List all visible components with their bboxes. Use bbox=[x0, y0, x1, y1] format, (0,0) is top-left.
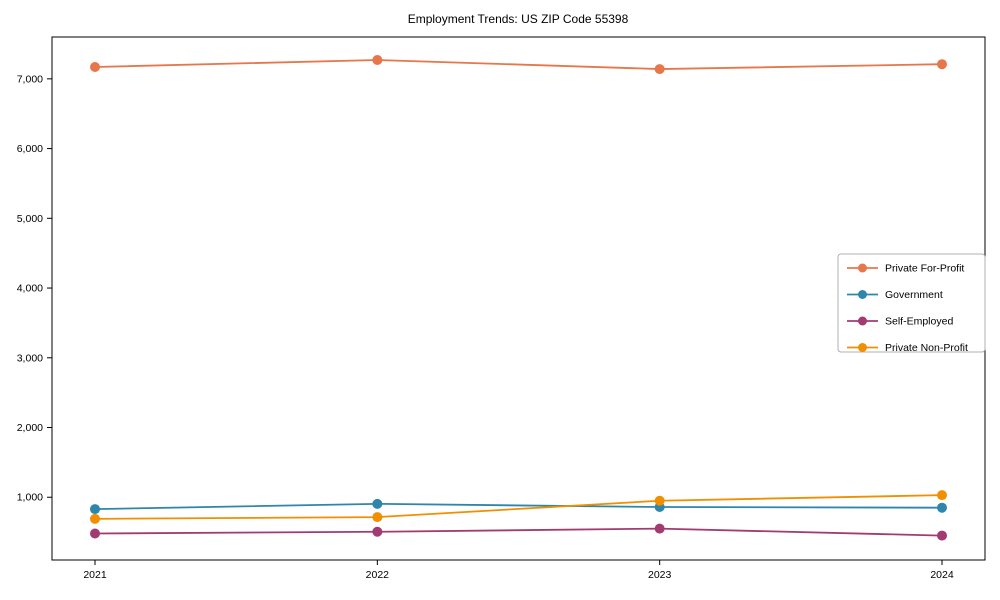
y-axis-tick-label: 4,000 bbox=[17, 283, 43, 295]
data-point-private-non-profit bbox=[372, 512, 383, 523]
y-axis-tick-label: 3,000 bbox=[17, 352, 43, 364]
legend-label-self-employed: Self-Employed bbox=[885, 316, 953, 328]
legend-marker-private-for-profit bbox=[858, 263, 867, 273]
legend: Private For-Profit Government Self-Employe… bbox=[837, 253, 986, 354]
data-point-private-non-profit bbox=[937, 490, 947, 501]
plot-area: 1,000 2,000 3,000 4,000 5,000 6,000 7,000 2021 2… bbox=[17, 36, 986, 581]
series-line-private-non-profit bbox=[94, 494, 943, 520]
y-axis-tick-label: 5,000 bbox=[17, 213, 43, 225]
data-point-government bbox=[372, 498, 383, 509]
data-point-private-for-profit bbox=[937, 59, 947, 70]
legend-item-government: Government bbox=[847, 289, 943, 301]
series-government bbox=[90, 498, 947, 515]
data-point-self-employed bbox=[90, 528, 100, 539]
data-point-private-for-profit bbox=[90, 61, 100, 72]
legend-label-private-non-profit: Private Non-Profit bbox=[885, 342, 968, 354]
legend-marker-government bbox=[858, 290, 867, 299]
chart-title: Employment Trends: US ZIP Code 55398 bbox=[408, 12, 629, 26]
data-point-self-employed bbox=[937, 530, 947, 541]
data-point-private-non-profit bbox=[654, 495, 665, 506]
x-axis-tick-label: 2024 bbox=[930, 569, 954, 581]
y-axis-tick-label: 2,000 bbox=[17, 422, 43, 434]
series-line-government bbox=[94, 502, 943, 510]
legend-label-private-for-profit: Private For-Profit bbox=[885, 263, 964, 275]
series-line-self-employed bbox=[94, 527, 943, 537]
x-axis-tick-label: 2022 bbox=[366, 569, 390, 581]
data-point-private-for-profit bbox=[372, 55, 383, 66]
legend-box bbox=[837, 253, 986, 353]
series-self-employed bbox=[90, 523, 947, 541]
y-axis-tick-label: 6,000 bbox=[17, 143, 43, 155]
y-axis-tick-label: 1,000 bbox=[17, 492, 43, 504]
data-point-private-for-profit bbox=[654, 64, 665, 75]
legend-marker-private-non-profit bbox=[858, 343, 867, 352]
legend-item-self-employed: Self-Employed bbox=[847, 316, 953, 328]
series-line-private-for-profit bbox=[94, 59, 943, 70]
series-private-for-profit bbox=[90, 55, 947, 75]
legend-item-private-non-profit: Private Non-Profit bbox=[847, 342, 968, 354]
series-private-non-profit bbox=[90, 490, 947, 524]
data-point-self-employed bbox=[654, 523, 665, 534]
data-point-self-employed bbox=[372, 526, 383, 537]
data-point-private-non-profit bbox=[90, 513, 100, 524]
x-axis-tick-label: 2021 bbox=[83, 569, 107, 581]
legend-item-private-for-profit: Private For-Profit bbox=[847, 263, 964, 275]
y-axis-tick-label: 7,000 bbox=[17, 73, 43, 85]
x-axis-tick-label: 2023 bbox=[648, 569, 672, 581]
legend-marker-self-employed bbox=[858, 316, 867, 326]
legend-label-government: Government bbox=[885, 289, 943, 301]
data-point-government bbox=[90, 504, 100, 515]
data-point-government bbox=[937, 502, 947, 513]
